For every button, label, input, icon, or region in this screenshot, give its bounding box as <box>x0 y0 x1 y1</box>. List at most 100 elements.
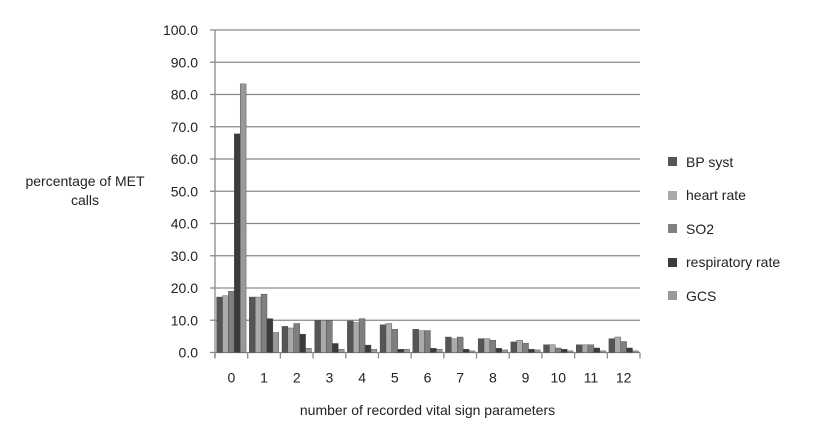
bar-heart-rate <box>581 344 589 353</box>
bar-bp-syst <box>412 329 419 353</box>
bar-so2 <box>228 291 235 353</box>
bar-heart-rate <box>418 330 425 353</box>
bar-bp-syst <box>281 326 289 353</box>
bar-respiratory-rate <box>397 349 404 353</box>
legend-item: GCS <box>668 279 780 313</box>
bar-respiratory-rate <box>332 343 339 353</box>
y-tick-label: 30.0 <box>171 248 198 264</box>
x-tick-label: 0 <box>227 370 235 386</box>
bar-gcs <box>534 349 541 353</box>
bar-heart-rate <box>222 295 229 353</box>
bar-bp-syst <box>608 338 616 353</box>
bar-gcs <box>599 350 606 353</box>
bar-respiratory-rate <box>495 348 502 353</box>
bar-so2 <box>457 336 464 353</box>
bar-so2 <box>358 318 366 353</box>
bar-heart-rate <box>385 323 393 353</box>
bar-so2 <box>555 347 562 353</box>
bar-bp-syst <box>314 320 321 353</box>
x-tick-label: 11 <box>584 370 599 386</box>
bar-bp-syst <box>249 296 256 353</box>
x-tick-label: 2 <box>293 370 301 386</box>
bar-heart-rate <box>320 320 327 353</box>
y-tick-label: 0.0 <box>179 345 199 361</box>
bar-heart-rate <box>254 296 262 353</box>
legend-label: BP syst <box>686 153 734 170</box>
bar-bp-syst <box>445 336 452 353</box>
bar-gcs <box>239 83 247 353</box>
bar-so2 <box>620 341 627 353</box>
bar-gcs <box>501 349 508 353</box>
legend-item: SO2 <box>668 212 780 246</box>
bar-respiratory-rate <box>561 349 568 353</box>
bar-so2 <box>326 320 333 353</box>
legend-swatch <box>668 291 677 301</box>
bar-gcs <box>566 350 574 353</box>
x-tick-label: 3 <box>326 370 334 386</box>
legend-label: heart rate <box>686 187 746 204</box>
bar-bp-syst <box>347 320 354 353</box>
bar-so2 <box>260 293 268 353</box>
y-tick-label: 40.0 <box>171 216 198 232</box>
bar-respiratory-rate <box>430 348 437 353</box>
bar-respiratory-rate <box>266 318 274 353</box>
bar-respiratory-rate <box>462 349 470 353</box>
bar-gcs <box>436 349 443 353</box>
legend-swatch <box>668 224 677 234</box>
bar-respiratory-rate <box>299 333 306 353</box>
bar-bp-syst <box>510 341 517 353</box>
bar-so2 <box>587 344 595 353</box>
y-tick-label: 60.0 <box>171 151 198 167</box>
legend-item: BP syst <box>668 145 780 179</box>
y-tick-label: 10.0 <box>171 312 198 328</box>
bar-heart-rate <box>451 338 458 353</box>
y-tick-label: 100.0 <box>163 22 198 38</box>
bar-bp-syst <box>216 296 223 353</box>
bar-gcs <box>305 348 312 353</box>
x-tick-label: 4 <box>358 370 366 386</box>
bar-heart-rate <box>516 340 523 353</box>
legend-swatch <box>668 157 677 167</box>
bar-respiratory-rate <box>593 347 601 353</box>
bar-so2 <box>424 330 431 353</box>
legend-swatch <box>668 257 677 267</box>
y-tick-label: 50.0 <box>171 183 198 199</box>
bar-respiratory-rate <box>234 133 241 353</box>
bar-gcs <box>338 349 345 353</box>
x-axis-label: number of recorded vital sign parameters <box>299 402 556 418</box>
legend-label: respiratory rate <box>686 254 781 271</box>
bar-so2 <box>293 323 300 353</box>
bar-bp-syst <box>379 324 387 353</box>
x-tick-label: 7 <box>456 370 464 386</box>
x-tick-label: 12 <box>616 370 632 386</box>
legend: BP syst heart rate SO2 respiratory rate GCS <box>668 145 780 313</box>
bar-bp-syst <box>477 338 485 353</box>
bar-respiratory-rate <box>528 349 535 353</box>
bar-heart-rate <box>353 322 360 353</box>
bar-heart-rate <box>614 336 621 353</box>
bar-so2 <box>391 329 398 353</box>
legend-item: respiratory rate <box>668 246 780 280</box>
legend-label: GCS <box>686 287 717 304</box>
bar-heart-rate <box>287 327 294 353</box>
bar-gcs <box>272 332 279 353</box>
bar-bp-syst <box>543 344 550 353</box>
y-tick-label: 80.0 <box>171 87 198 103</box>
x-tick-label: 9 <box>522 370 530 386</box>
bar-respiratory-rate <box>364 344 372 353</box>
bar-gcs <box>632 350 639 353</box>
x-tick-label: 8 <box>489 370 497 386</box>
bar-gcs <box>403 349 410 353</box>
y-tick-label: 70.0 <box>171 119 198 135</box>
y-axis-label: percentage of MET calls <box>25 173 145 208</box>
x-tick-label: 5 <box>391 370 399 386</box>
legend-label: SO2 <box>686 220 715 237</box>
x-tick-label: 1 <box>260 370 268 386</box>
bar-respiratory-rate <box>626 347 633 353</box>
bar-so2 <box>489 340 497 353</box>
y-tick-label: 90.0 <box>171 54 198 70</box>
bar-heart-rate <box>549 344 556 353</box>
x-tick-label: 6 <box>424 370 432 386</box>
